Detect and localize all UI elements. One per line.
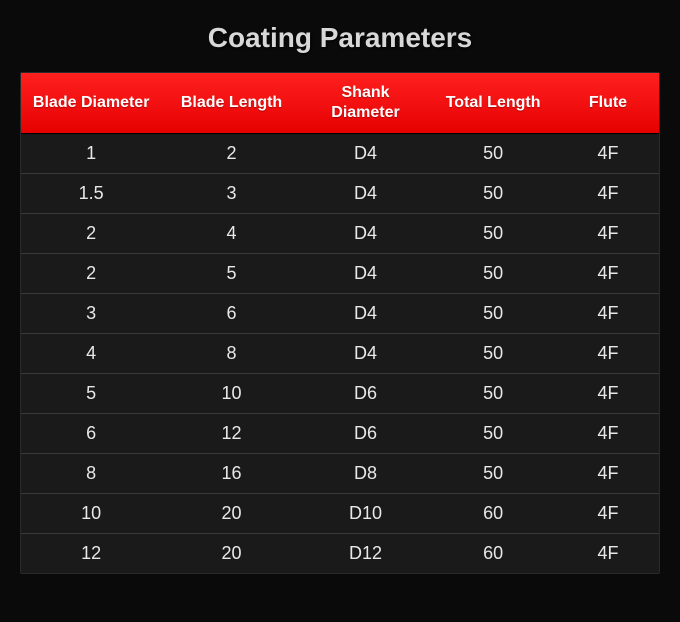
cell-flute: 4F <box>557 494 659 534</box>
col-header-blade-diameter: Blade Diameter <box>21 73 161 134</box>
table-row: 2 5 D4 50 4F <box>21 254 659 294</box>
cell-blade-diameter: 8 <box>21 454 161 494</box>
cell-blade-diameter: 2 <box>21 214 161 254</box>
col-header-blade-length: Blade Length <box>161 73 301 134</box>
table-row: 4 8 D4 50 4F <box>21 334 659 374</box>
cell-total-length: 50 <box>429 294 557 334</box>
col-header-flute: Flute <box>557 73 659 134</box>
cell-blade-length: 2 <box>161 134 301 174</box>
cell-flute: 4F <box>557 454 659 494</box>
cell-flute: 4F <box>557 294 659 334</box>
table-row: 1.5 3 D4 50 4F <box>21 174 659 214</box>
cell-blade-diameter: 1.5 <box>21 174 161 214</box>
cell-shank-diameter: D10 <box>302 494 430 534</box>
cell-shank-diameter: D4 <box>302 174 430 214</box>
table-row: 5 10 D6 50 4F <box>21 374 659 414</box>
cell-flute: 4F <box>557 254 659 294</box>
cell-shank-diameter: D8 <box>302 454 430 494</box>
cell-blade-diameter: 2 <box>21 254 161 294</box>
cell-blade-length: 4 <box>161 214 301 254</box>
cell-shank-diameter: D4 <box>302 134 430 174</box>
cell-flute: 4F <box>557 214 659 254</box>
cell-total-length: 50 <box>429 334 557 374</box>
cell-total-length: 50 <box>429 454 557 494</box>
cell-flute: 4F <box>557 334 659 374</box>
table-row: 1 2 D4 50 4F <box>21 134 659 174</box>
cell-total-length: 50 <box>429 174 557 214</box>
cell-total-length: 60 <box>429 534 557 574</box>
table-header: Blade Diameter Blade Length Shank Diamet… <box>21 73 659 134</box>
cell-blade-diameter: 1 <box>21 134 161 174</box>
cell-shank-diameter: D6 <box>302 374 430 414</box>
table-body: 1 2 D4 50 4F 1.5 3 D4 50 4F 2 4 D4 50 4F <box>21 134 659 574</box>
table-header-row: Blade Diameter Blade Length Shank Diamet… <box>21 73 659 134</box>
table-row: 12 20 D12 60 4F <box>21 534 659 574</box>
cell-blade-diameter: 12 <box>21 534 161 574</box>
col-header-shank-diameter: Shank Diameter <box>302 73 430 134</box>
cell-total-length: 50 <box>429 414 557 454</box>
cell-shank-diameter: D4 <box>302 254 430 294</box>
cell-flute: 4F <box>557 374 659 414</box>
cell-blade-diameter: 5 <box>21 374 161 414</box>
table-row: 3 6 D4 50 4F <box>21 294 659 334</box>
cell-shank-diameter: D12 <box>302 534 430 574</box>
cell-blade-length: 8 <box>161 334 301 374</box>
cell-total-length: 50 <box>429 214 557 254</box>
cell-blade-diameter: 6 <box>21 414 161 454</box>
cell-total-length: 60 <box>429 494 557 534</box>
cell-blade-length: 6 <box>161 294 301 334</box>
col-header-total-length: Total Length <box>429 73 557 134</box>
cell-blade-length: 5 <box>161 254 301 294</box>
cell-blade-length: 20 <box>161 494 301 534</box>
cell-blade-length: 10 <box>161 374 301 414</box>
cell-total-length: 50 <box>429 374 557 414</box>
cell-blade-length: 16 <box>161 454 301 494</box>
cell-total-length: 50 <box>429 254 557 294</box>
table: Blade Diameter Blade Length Shank Diamet… <box>21 73 659 573</box>
cell-blade-diameter: 10 <box>21 494 161 534</box>
table-row: 6 12 D6 50 4F <box>21 414 659 454</box>
cell-shank-diameter: D4 <box>302 334 430 374</box>
page-title: Coating Parameters <box>0 0 680 72</box>
table-row: 10 20 D10 60 4F <box>21 494 659 534</box>
cell-blade-diameter: 3 <box>21 294 161 334</box>
cell-flute: 4F <box>557 534 659 574</box>
cell-shank-diameter: D4 <box>302 294 430 334</box>
parameters-table: Blade Diameter Blade Length Shank Diamet… <box>20 72 660 574</box>
cell-blade-diameter: 4 <box>21 334 161 374</box>
table-row: 2 4 D4 50 4F <box>21 214 659 254</box>
cell-flute: 4F <box>557 174 659 214</box>
cell-shank-diameter: D4 <box>302 214 430 254</box>
table-row: 8 16 D8 50 4F <box>21 454 659 494</box>
cell-total-length: 50 <box>429 134 557 174</box>
cell-flute: 4F <box>557 414 659 454</box>
cell-blade-length: 20 <box>161 534 301 574</box>
cell-flute: 4F <box>557 134 659 174</box>
cell-shank-diameter: D6 <box>302 414 430 454</box>
cell-blade-length: 12 <box>161 414 301 454</box>
cell-blade-length: 3 <box>161 174 301 214</box>
